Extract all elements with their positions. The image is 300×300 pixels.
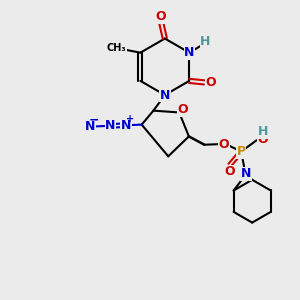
Text: N: N xyxy=(160,88,170,101)
Text: H: H xyxy=(200,35,211,48)
Text: O: O xyxy=(224,165,235,178)
Text: N: N xyxy=(121,119,131,132)
Text: O: O xyxy=(219,138,229,151)
Text: N: N xyxy=(105,119,116,132)
Text: P: P xyxy=(237,145,246,158)
Text: O: O xyxy=(206,76,216,89)
Text: −: − xyxy=(88,113,99,126)
Text: N: N xyxy=(241,167,251,180)
Text: +: + xyxy=(126,114,134,124)
Text: CH₃: CH₃ xyxy=(107,43,126,53)
Text: N: N xyxy=(85,120,95,133)
Text: N: N xyxy=(184,46,194,59)
Text: O: O xyxy=(258,133,268,146)
Text: H: H xyxy=(258,125,268,138)
Text: O: O xyxy=(178,103,188,116)
Text: O: O xyxy=(155,10,166,23)
